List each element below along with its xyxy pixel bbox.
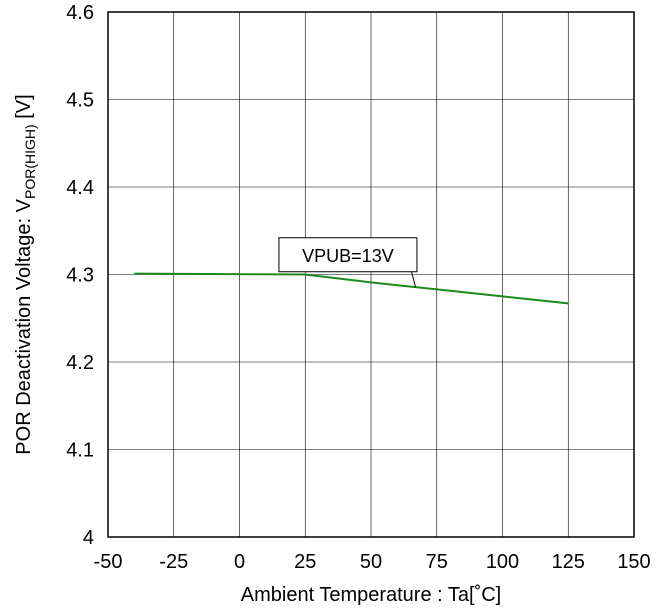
y-axis-title: POR Deactivation Voltage: VPOR(HIGH) [V] [13,94,38,454]
annotation-label: VPUB=13V [302,246,394,266]
series-group [134,272,569,305]
y-tick-label: 4.3 [66,265,94,287]
y-tick-label: 4.2 [66,352,94,374]
x-tick-label: 75 [426,551,448,573]
y-tick-label: 4.1 [66,440,94,462]
grid-lines [108,12,634,537]
y-tick-label: 4.4 [66,177,94,199]
annotation-group: VPUB=13V [278,237,418,288]
x-tick-label: 50 [360,551,382,573]
x-axis-title: Ambient Temperature : Ta[˚C] [241,584,502,606]
x-tick-label: -50 [94,551,123,573]
y-tick-label: 4.5 [66,90,94,112]
x-tick-label: 125 [552,551,585,573]
annotation-box [278,237,418,273]
y-axis-title-subscript: POR(HIGH) [22,124,38,199]
x-tick-label: 150 [617,551,650,573]
x-tick-label: 100 [486,551,519,573]
y-axis-title-prefix: POR Deactivation Voltage: V [13,198,35,454]
y-axis-title-suffix: [V] [13,94,35,124]
annotation-leader [410,269,417,288]
x-tick-label: 25 [294,551,316,573]
y-tick-label: 4 [83,527,94,549]
series-line [134,272,569,305]
y-tick-labels: 4 4.1 4.2 4.3 4.4 4.5 4.6 [66,2,94,549]
x-tick-label: 0 [234,551,245,573]
y-tick-label: 4.6 [66,2,94,24]
plot-frame [107,11,635,538]
x-tick-label: -25 [159,551,188,573]
x-tick-labels: -50 -25 0 25 50 75 100 125 150 [94,551,651,573]
